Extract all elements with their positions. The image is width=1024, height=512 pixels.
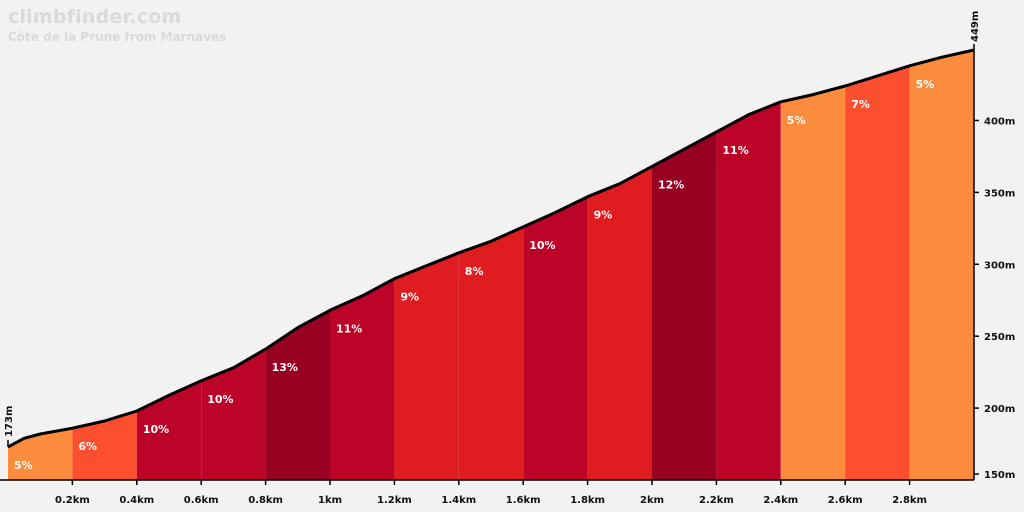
grade-label-6: 11% (336, 322, 362, 335)
grade-segment-4 (201, 349, 266, 480)
x-tick-label-12: 2.4km (763, 495, 798, 506)
grade-label-8: 8% (465, 265, 484, 278)
x-tick-label-4: 0.8km (248, 495, 283, 506)
grade-label-10: 9% (594, 209, 613, 222)
y-tick-label-5: 350m (984, 188, 1015, 199)
x-tick-label-1: 0.2km (55, 495, 90, 506)
grade-segment-6 (330, 278, 395, 480)
y-tick-label-3: 250m (984, 332, 1015, 343)
profile-line (7, 48, 975, 449)
x-tick-label-11: 2.2km (699, 495, 734, 506)
grade-segment-1 (8, 428, 73, 480)
grade-label-4: 10% (207, 393, 233, 406)
grade-label-11: 12% (658, 178, 684, 191)
grade-label-5: 13% (272, 361, 298, 374)
x-tick-label-7: 1.4km (441, 495, 476, 506)
x-tick-label-9: 1.8km (570, 495, 605, 506)
x-tick-label-2: 0.4km (119, 495, 154, 506)
grade-label-15: 5% (916, 78, 935, 91)
x-tick-label-10: 2km (640, 495, 664, 506)
chart-subtitle: Côte de la Prune from Marnaves (8, 30, 227, 44)
x-tick-label-8: 1.6km (506, 495, 541, 506)
grade-segment-7 (394, 252, 459, 480)
y-tick-label-2: 200m (984, 404, 1015, 415)
grade-segment-15 (909, 50, 974, 480)
grade-segment-9 (523, 196, 588, 480)
grade-label-1: 5% (14, 459, 33, 472)
grade-label-2: 6% (78, 440, 97, 453)
grade-segment-11 (652, 132, 717, 480)
y-tick-label-1: 150m (984, 470, 1015, 481)
grade-segment-13 (780, 86, 846, 480)
y-tick-label-4: 300m (984, 260, 1015, 271)
grade-segment-2 (72, 411, 137, 480)
grade-label-9: 10% (529, 239, 555, 252)
x-tick-label-5: 1km (318, 495, 342, 506)
grade-label-12: 11% (722, 144, 748, 157)
brand-watermark: climbfinder.com (8, 6, 182, 28)
grade-segment-14 (845, 65, 910, 481)
grade-segment-12 (716, 101, 781, 481)
grade-label-14: 7% (851, 98, 870, 111)
grade-label-7: 9% (400, 291, 419, 304)
start-elevation-label: 173m (4, 406, 15, 437)
x-tick-label-13: 2.6km (828, 495, 863, 506)
grade-segment-10 (587, 166, 652, 480)
grade-label-3: 10% (143, 423, 169, 436)
x-tick-label-3: 0.6km (184, 495, 219, 506)
grade-label-13: 5% (787, 114, 806, 127)
x-tick-label-14: 2.8km (892, 495, 927, 506)
grade-segment-8 (458, 226, 524, 480)
y-tick-label-6: 400m (984, 116, 1015, 127)
grade-segment-3 (136, 380, 202, 480)
x-tick-label-6: 1.2km (377, 495, 412, 506)
end-elevation-label: 449m (970, 11, 981, 42)
grade-segment-5 (265, 310, 330, 480)
